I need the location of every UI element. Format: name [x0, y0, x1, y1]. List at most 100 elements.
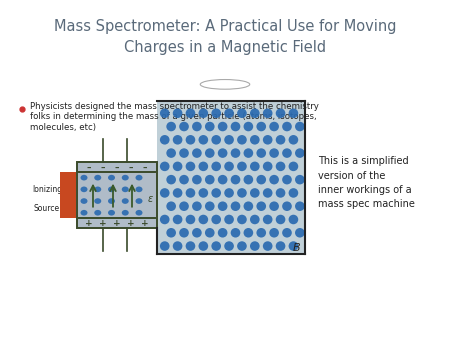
Ellipse shape: [276, 188, 285, 198]
Ellipse shape: [295, 175, 305, 185]
Ellipse shape: [250, 215, 260, 224]
Text: –: –: [143, 164, 147, 173]
Ellipse shape: [237, 162, 247, 171]
Ellipse shape: [192, 201, 202, 211]
Ellipse shape: [243, 228, 253, 238]
Ellipse shape: [179, 122, 189, 131]
Ellipse shape: [94, 210, 101, 216]
Ellipse shape: [198, 135, 208, 145]
Ellipse shape: [166, 175, 176, 185]
Text: –: –: [87, 164, 91, 173]
Ellipse shape: [231, 228, 240, 238]
Ellipse shape: [276, 162, 285, 171]
Ellipse shape: [122, 175, 129, 180]
Ellipse shape: [173, 215, 182, 224]
Ellipse shape: [269, 228, 279, 238]
Ellipse shape: [81, 210, 87, 216]
Ellipse shape: [237, 215, 247, 224]
Text: Source: Source: [34, 204, 60, 214]
Ellipse shape: [231, 175, 240, 185]
Ellipse shape: [256, 122, 266, 131]
Ellipse shape: [81, 175, 87, 180]
Ellipse shape: [269, 122, 279, 131]
Text: +: +: [85, 219, 93, 227]
Ellipse shape: [237, 241, 247, 251]
Ellipse shape: [295, 228, 305, 238]
Circle shape: [200, 79, 250, 89]
Ellipse shape: [205, 201, 215, 211]
Ellipse shape: [160, 135, 170, 145]
Ellipse shape: [186, 188, 195, 198]
Ellipse shape: [205, 228, 215, 238]
Ellipse shape: [212, 135, 221, 145]
Ellipse shape: [276, 215, 285, 224]
Text: Ionizing: Ionizing: [32, 185, 62, 194]
Ellipse shape: [212, 162, 221, 171]
Ellipse shape: [237, 135, 247, 145]
Ellipse shape: [224, 108, 234, 118]
Ellipse shape: [269, 175, 279, 185]
Ellipse shape: [250, 241, 260, 251]
Ellipse shape: [282, 148, 292, 158]
Ellipse shape: [243, 175, 253, 185]
Text: Physicists designed the mass spectrometer to assist the chemistry: Physicists designed the mass spectromete…: [30, 102, 319, 111]
Text: –: –: [115, 164, 119, 173]
Ellipse shape: [263, 215, 273, 224]
Bar: [77, 162, 157, 228]
Bar: [157, 101, 305, 254]
Ellipse shape: [173, 108, 182, 118]
Ellipse shape: [212, 215, 221, 224]
Ellipse shape: [288, 162, 298, 171]
Ellipse shape: [166, 148, 176, 158]
Ellipse shape: [160, 188, 170, 198]
Ellipse shape: [263, 135, 273, 145]
Ellipse shape: [212, 108, 221, 118]
Ellipse shape: [205, 148, 215, 158]
Ellipse shape: [269, 201, 279, 211]
Ellipse shape: [108, 210, 115, 216]
Ellipse shape: [160, 162, 170, 171]
Ellipse shape: [179, 148, 189, 158]
Ellipse shape: [192, 148, 202, 158]
Ellipse shape: [237, 188, 247, 198]
Ellipse shape: [166, 122, 176, 131]
Ellipse shape: [186, 215, 195, 224]
Ellipse shape: [256, 175, 266, 185]
Bar: [60, 172, 76, 218]
Ellipse shape: [256, 148, 266, 158]
Text: version of the: version of the: [318, 171, 385, 180]
Ellipse shape: [282, 122, 292, 131]
Text: This is a simplified: This is a simplified: [318, 156, 409, 166]
Ellipse shape: [198, 188, 208, 198]
Text: ε: ε: [148, 193, 153, 203]
Ellipse shape: [186, 135, 195, 145]
Ellipse shape: [81, 187, 87, 192]
Ellipse shape: [218, 175, 227, 185]
Ellipse shape: [295, 201, 305, 211]
Ellipse shape: [218, 201, 227, 211]
Ellipse shape: [81, 198, 87, 204]
Ellipse shape: [198, 215, 208, 224]
Ellipse shape: [192, 122, 202, 131]
Ellipse shape: [122, 210, 129, 216]
Ellipse shape: [135, 187, 143, 192]
Ellipse shape: [224, 188, 234, 198]
Text: +: +: [99, 219, 107, 227]
Ellipse shape: [231, 148, 240, 158]
Ellipse shape: [250, 108, 260, 118]
Ellipse shape: [186, 162, 195, 171]
Ellipse shape: [224, 241, 234, 251]
Ellipse shape: [263, 162, 273, 171]
Text: molecules, etc): molecules, etc): [30, 123, 96, 131]
Ellipse shape: [269, 148, 279, 158]
Ellipse shape: [224, 135, 234, 145]
Ellipse shape: [205, 122, 215, 131]
Ellipse shape: [231, 201, 240, 211]
Ellipse shape: [295, 122, 305, 131]
Ellipse shape: [173, 162, 182, 171]
Ellipse shape: [192, 175, 202, 185]
Text: folks in determining the mass of a given particle (atoms, isotopes,: folks in determining the mass of a given…: [30, 112, 317, 121]
Ellipse shape: [108, 198, 115, 204]
Ellipse shape: [166, 228, 176, 238]
Text: –: –: [101, 164, 105, 173]
